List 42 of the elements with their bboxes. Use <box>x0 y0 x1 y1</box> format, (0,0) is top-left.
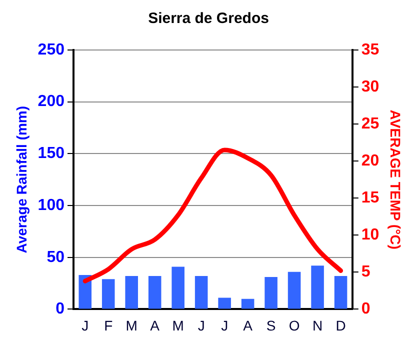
x-tick-label: F <box>104 317 113 334</box>
y-tick-label: 200 <box>38 93 65 110</box>
bar <box>172 266 184 309</box>
x-tick-label: O <box>288 317 300 334</box>
y-tick-label: 250 <box>38 41 65 58</box>
y2-tick-label: 10 <box>361 226 380 244</box>
x-tick-label: J <box>221 317 228 334</box>
x-tick-label: D <box>336 317 346 334</box>
y-tick-label: 50 <box>46 248 65 266</box>
y-tick-label: 150 <box>38 145 65 162</box>
x-tick-label: S <box>266 317 276 334</box>
bar <box>334 276 348 309</box>
bar <box>78 274 92 309</box>
x-tick-label: M <box>172 317 184 334</box>
y2-tick-label: 25 <box>361 115 380 132</box>
y2-tick-label: 0 <box>361 300 370 318</box>
x-tick-label: J <box>82 317 89 334</box>
bar <box>218 298 231 309</box>
x-tick-label: A <box>150 317 160 334</box>
y-tick-label: 100 <box>38 196 65 214</box>
bar <box>288 272 301 309</box>
bar <box>148 276 162 309</box>
line-series <box>82 148 344 284</box>
x-tick-label: A <box>243 317 254 334</box>
bar <box>125 276 138 309</box>
bar <box>241 298 254 309</box>
y2-tick-label: 5 <box>361 264 370 281</box>
bar <box>311 266 324 309</box>
y2-tick-label: 15 <box>361 190 380 207</box>
x-tick-label: N <box>312 317 323 334</box>
y2-tick-label: 20 <box>361 152 380 170</box>
bar <box>194 276 208 309</box>
y2-axis-title: AVERAGE TEMP (°C) <box>388 110 404 250</box>
y-tick-label: 0 <box>56 300 65 318</box>
x-tick-label: M <box>126 317 138 334</box>
chart-title: Sierra de Gredos <box>148 10 269 28</box>
y2-tick-label: 35 <box>361 41 380 58</box>
bar <box>102 279 115 309</box>
y-axis-title: Average Rainfall (mm) <box>13 106 30 254</box>
bar <box>264 277 278 309</box>
x-tick-label: J <box>198 317 205 334</box>
y2-tick-label: 30 <box>361 78 380 96</box>
